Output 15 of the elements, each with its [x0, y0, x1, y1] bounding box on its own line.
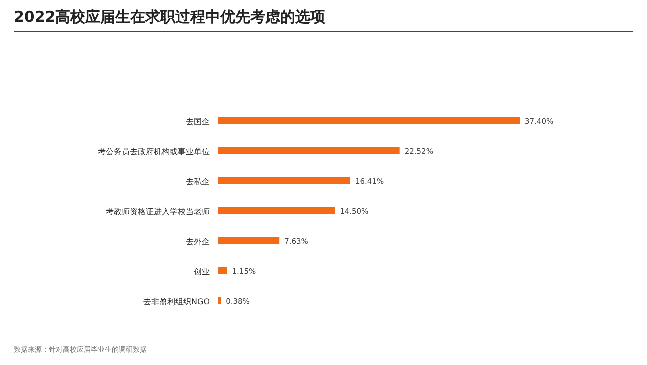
chart-title: 2022高校应届生在求职过程中优先考虑的选项: [14, 8, 327, 26]
y-tick-label: 创业: [194, 268, 210, 276]
y-tick-label: 去外企: [186, 238, 210, 246]
bar: [218, 268, 228, 274]
y-tick-label: 去国企: [186, 118, 210, 126]
bar: [218, 238, 280, 244]
bar: [218, 178, 351, 184]
bar: [218, 118, 520, 124]
bar: [218, 208, 336, 214]
y-tick-label: 去私企: [186, 178, 210, 186]
bar: [218, 298, 222, 304]
y-tick-label: 去非盈利组织NGO: [144, 298, 210, 306]
y-tick-label: 考教师资格证进入学校当老师: [106, 208, 210, 216]
bar: [218, 148, 400, 154]
y-tick-label: 考公务员去政府机构或事业单位: [98, 148, 210, 156]
